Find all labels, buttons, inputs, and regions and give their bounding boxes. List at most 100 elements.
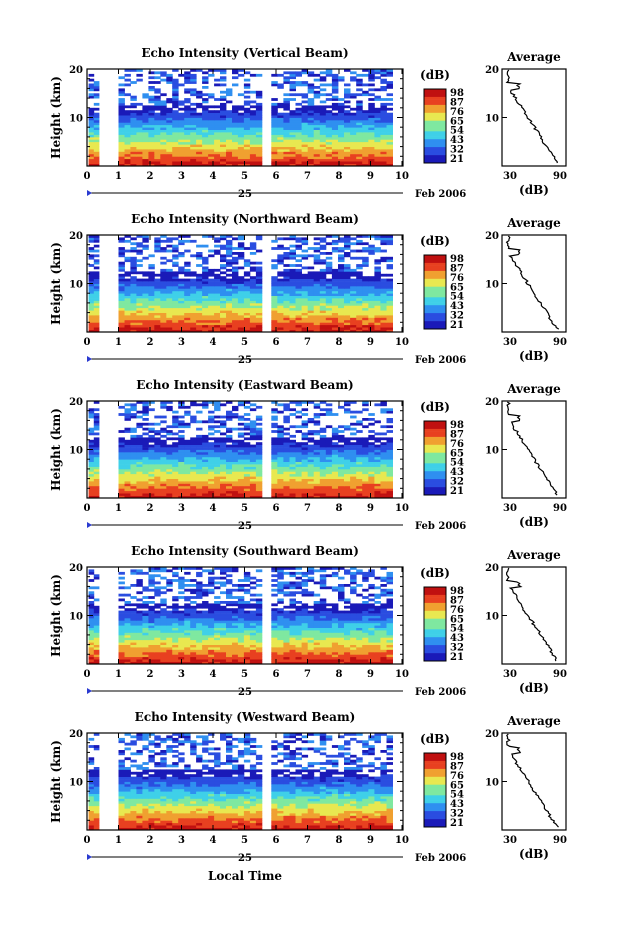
heatmap-cell [374, 273, 381, 277]
heatmap-cell [356, 490, 363, 494]
heatmap-cell [136, 281, 143, 284]
heatmap-cell [190, 490, 197, 494]
heatmap-cell [368, 281, 375, 284]
colorbar-swatch [424, 455, 446, 459]
heatmap-cell [88, 322, 95, 326]
heatmap-cell [344, 315, 351, 318]
heatmap-cell [368, 466, 375, 470]
heatmap-cell [172, 115, 179, 118]
heatmap-cell [190, 630, 197, 633]
heatmap-cell [249, 464, 257, 467]
heatmap-cell [130, 488, 137, 492]
heatmap-cell [232, 69, 239, 72]
heatmap-cell [331, 310, 339, 313]
heatmap-cell [374, 158, 381, 162]
heatmap-cell [301, 163, 309, 167]
x-tick-label: 5 [241, 171, 248, 182]
heatmap-cell [319, 451, 327, 455]
heatmap-cell [295, 490, 302, 494]
heatmap-cell [243, 117, 251, 121]
x-tick-label: 0 [84, 503, 91, 514]
heatmap-cell [344, 144, 351, 147]
colorbar-tick-label: 32 [450, 477, 464, 488]
heatmap-cell [154, 283, 161, 287]
heatmap-cell [196, 293, 203, 296]
heatmap-cell [196, 647, 203, 650]
heatmap-cell [160, 288, 167, 292]
heatmap-cell [255, 405, 263, 409]
heatmap-cell [136, 117, 143, 121]
heatmap-cell [208, 464, 215, 467]
heatmap-cell [130, 302, 137, 306]
heatmap-cell [220, 256, 227, 260]
heatmap-cell [368, 161, 375, 164]
heatmap-cell [190, 136, 197, 140]
heatmap-cell [136, 634, 143, 638]
heatmap-cell [386, 156, 393, 160]
heatmap-cell [93, 102, 100, 106]
heatmap-cell [277, 307, 284, 311]
heatmap-cell [208, 639, 215, 643]
heatmap-cell [208, 420, 215, 424]
heatmap-cell [271, 490, 278, 494]
heatmap-cell [154, 476, 161, 479]
heatmap-cell [249, 478, 257, 482]
heatmap-cell [232, 639, 239, 643]
heatmap-cell [172, 102, 179, 106]
heatmap-cell [356, 124, 363, 128]
heatmap-cell [255, 485, 263, 489]
heatmap-cell [202, 86, 209, 89]
heatmap-cell [226, 307, 233, 311]
heatmap-cell [154, 322, 161, 326]
heatmap-cell [325, 493, 333, 496]
heatmap-cell [243, 285, 251, 289]
heatmap-cell [172, 454, 179, 458]
heatmap-cell [386, 495, 393, 499]
heatmap-cell [243, 288, 251, 292]
heatmap-cell [277, 112, 284, 116]
heatmap-cell [172, 456, 179, 460]
heatmap-cell [255, 129, 263, 133]
heatmap-cell [154, 312, 161, 316]
heatmap-cell [255, 276, 263, 279]
heatmap-cell [124, 83, 131, 87]
heatmap-cell [136, 124, 143, 128]
heatmap-cell [313, 285, 321, 289]
heatmap-cell [124, 485, 131, 489]
heatmap-cell [249, 285, 257, 289]
heatmap-cell [319, 461, 327, 465]
heatmap-cell [283, 454, 290, 458]
heatmap-cell [172, 420, 179, 424]
heatmap-cell [277, 430, 284, 433]
heatmap-cell [136, 647, 143, 650]
heatmap-cell [344, 427, 351, 431]
heatmap-cell [93, 439, 100, 443]
heatmap-cell [301, 295, 309, 299]
heatmap-cell [220, 112, 227, 116]
heatmap-cell [331, 117, 339, 121]
heatmap-cell [374, 444, 381, 448]
heatmap-cell [88, 312, 95, 316]
heatmap-cell [166, 454, 173, 458]
heatmap-cell [154, 634, 161, 638]
heatmap-cell [380, 456, 387, 460]
heatmap-cell [136, 439, 143, 443]
heatmap-cell [374, 312, 381, 316]
heatmap-cell [307, 471, 315, 475]
heatmap-cell [136, 425, 143, 429]
heatmap-cell [331, 327, 339, 330]
heatmap-cell [380, 312, 387, 316]
heatmap-cell [93, 278, 100, 282]
heatmap-cell [93, 451, 100, 455]
heatmap-cell [160, 405, 167, 409]
heatmap-cell [130, 300, 137, 304]
heatmap-cell [344, 454, 351, 458]
heatmap-cell [368, 473, 375, 477]
heatmap-cell [190, 420, 197, 424]
heatmap-cell [344, 235, 351, 238]
heatmap-cell [386, 139, 393, 143]
heatmap-cell [325, 98, 333, 101]
heatmap-cell [271, 459, 278, 462]
heatmap-cell [319, 107, 327, 111]
heatmap-cell [118, 483, 125, 487]
